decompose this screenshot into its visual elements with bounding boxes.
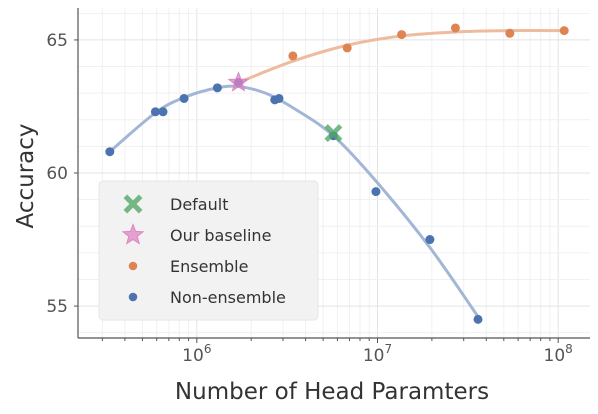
point-non-ensemble [473, 314, 483, 324]
legend-label-default: Default [170, 195, 228, 214]
x-tick-label: 106 [182, 342, 211, 366]
legend-box [98, 180, 319, 321]
point-non-ensemble [371, 187, 381, 197]
legend-marker-default [123, 194, 143, 214]
x-tick-exponent: 7 [384, 342, 392, 356]
x-tick-base: 10 [363, 346, 385, 366]
axes [74, 8, 590, 343]
point-our-baseline [227, 71, 250, 92]
data-points [105, 23, 569, 324]
legend: Default Our baseline Ensemble Non-ensemble [98, 180, 319, 321]
point-non-ensemble [105, 147, 115, 157]
legend-marker-non-ensemble [128, 292, 138, 302]
grid [78, 8, 590, 338]
legend-label-non-ensemble: Non-ensemble [170, 288, 286, 307]
point-non-ensemble [425, 235, 435, 245]
legend-marker-ensemble [128, 261, 138, 271]
y-axis-title: Accuracy [13, 123, 39, 228]
point-ensemble [505, 28, 515, 38]
point-ensemble [342, 43, 352, 53]
point-non-ensemble [150, 107, 160, 117]
x-tick-exponent: 6 [204, 342, 212, 356]
point-non-ensemble [179, 93, 189, 103]
point-non-ensemble [212, 83, 222, 93]
y-tick-label: 65 [46, 31, 68, 51]
point-default [324, 124, 343, 143]
x-tick-label: 108 [544, 342, 573, 366]
point-non-ensemble [158, 107, 168, 117]
point-ensemble [450, 23, 460, 33]
point-non-ensemble [274, 93, 284, 103]
legend-marker-our-baseline [121, 223, 145, 245]
legend-label-our-baseline: Our baseline [170, 226, 271, 245]
legend-label-ensemble: Ensemble [170, 257, 248, 276]
y-tick-label: 55 [46, 297, 68, 317]
x-tick-base: 10 [182, 346, 204, 366]
x-tick-exponent: 8 [565, 342, 573, 356]
point-ensemble [559, 26, 569, 36]
x-axis-title: Number of Head Paramters [175, 379, 489, 405]
y-tick-label: 60 [46, 164, 68, 184]
point-ensemble [397, 30, 407, 40]
x-tick-base: 10 [544, 346, 566, 366]
x-tick-label: 107 [363, 342, 392, 366]
point-ensemble [288, 51, 298, 61]
